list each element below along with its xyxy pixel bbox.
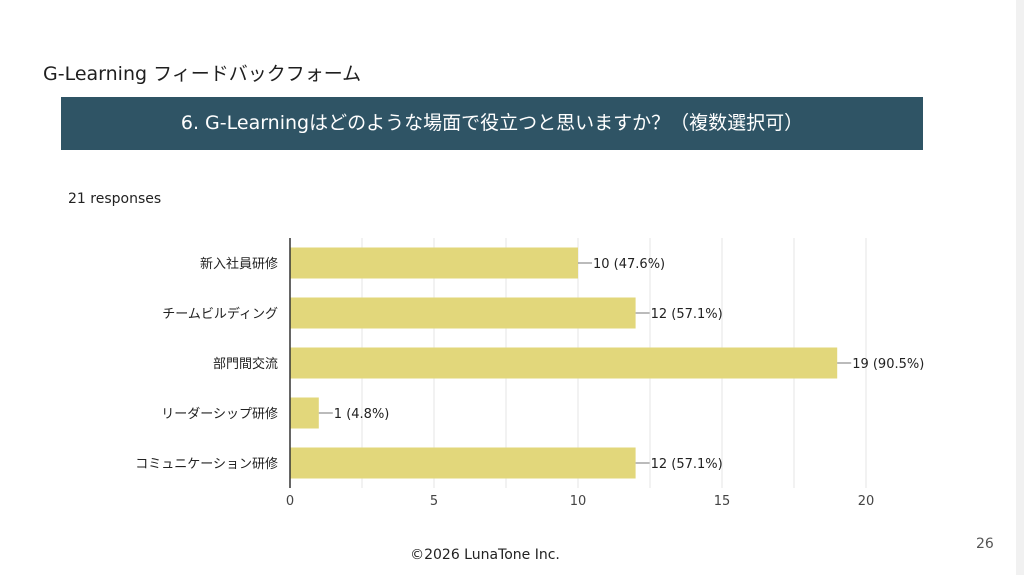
slide-right-edge	[1016, 0, 1024, 575]
bar-data-label: 1 (4.8%)	[334, 407, 390, 422]
x-tick-label: 20	[858, 494, 875, 509]
question-banner: 6. G-Learningはどのような場面で役立つと思いますか？（複数選択可）	[61, 97, 923, 150]
x-tick-label: 10	[570, 494, 587, 509]
bar	[290, 447, 636, 479]
x-tick-label: 5	[430, 494, 438, 509]
x-tick-label: 0	[286, 494, 294, 509]
page-number: 26	[976, 536, 994, 552]
bar-data-label: 12 (57.1%)	[651, 457, 723, 472]
category-label: 新入社員研修	[200, 256, 278, 272]
category-label: チームビルディング	[162, 306, 278, 322]
bar	[290, 397, 319, 429]
category-label: コミュニケーション研修	[135, 457, 278, 472]
bar-data-label: 19 (90.5%)	[852, 357, 924, 372]
bar	[290, 347, 838, 379]
category-label: 部門間交流	[213, 356, 278, 372]
bar	[290, 297, 636, 329]
bar-data-label: 12 (57.1%)	[651, 307, 723, 322]
form-title: G-Learning フィードバックフォーム	[43, 63, 362, 85]
x-tick-label: 15	[714, 494, 731, 509]
copyright-footer: ©2026 LunaTone Inc.	[410, 547, 560, 563]
bar	[290, 247, 578, 279]
question-title: 6. G-Learningはどのような場面で役立つと思いますか？（複数選択可）	[180, 112, 804, 134]
bar-data-label: 10 (47.6%)	[593, 257, 665, 272]
category-label: リーダーシップ研修	[161, 407, 278, 422]
response-count: 21 responses	[68, 191, 162, 207]
